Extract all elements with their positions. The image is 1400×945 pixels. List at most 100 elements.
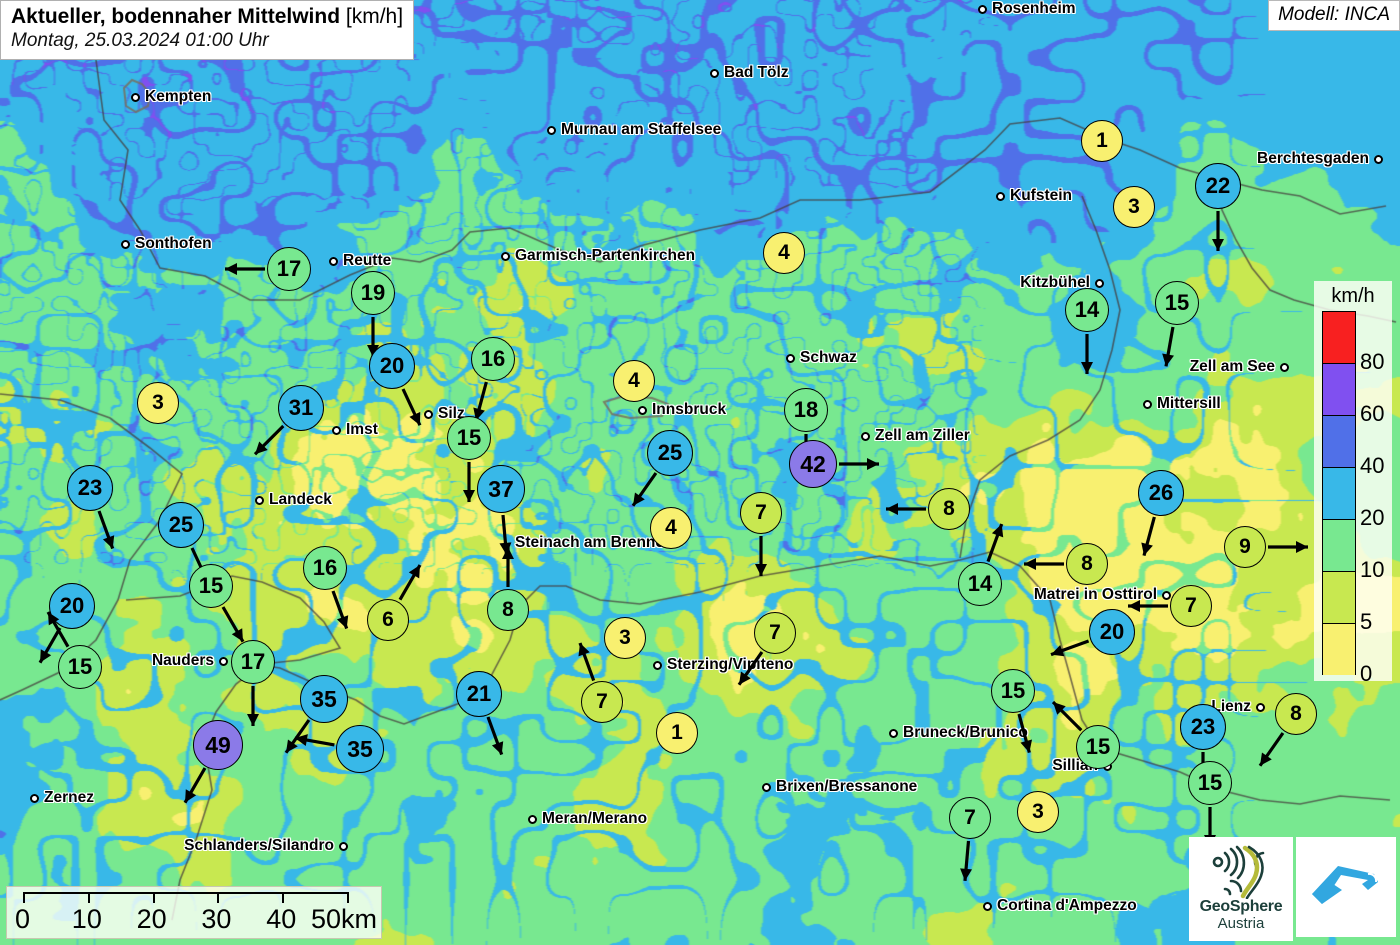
wind-speed-value[interactable]: 26 [1138,470,1184,516]
city-dot-icon [1143,399,1152,409]
wind-speed-value[interactable]: 4 [650,507,692,549]
wind-speed-value[interactable]: 35 [300,675,348,723]
scale-tick-2 [152,892,155,903]
wind-speed-value[interactable]: 7 [740,492,782,534]
wind-speed-value[interactable]: 7 [581,681,623,723]
legend-color-bands: 80 60 40 20 10 5 0 [1322,311,1384,685]
wind-speed-value[interactable]: 42 [789,440,837,488]
scale-tick-4 [282,892,285,903]
wind-speed-value[interactable]: 49 [193,720,243,770]
city-dot-icon [1162,590,1171,600]
wind-speed-value[interactable]: 16 [471,337,515,381]
city-label-steinach-am-brenner: Steinach am Brenner [515,534,670,552]
city-name: Kitzbühel [1020,274,1090,291]
wind-speed-value[interactable]: 7 [1170,585,1212,627]
wind-speed-value[interactable]: 20 [1089,609,1135,655]
city-name: Schlanders/Silandro [184,837,334,854]
wind-direction-arrow-icon [1050,639,1090,656]
city-label-sterzing-vipiteno: Sterzing/Vipiteno [653,656,793,674]
city-label-lienz: Lienz [1211,698,1265,716]
city-name: Murnau am Staffelsee [561,121,722,138]
wind-speed-value[interactable]: 1 [656,712,698,754]
wind-speed-value[interactable]: 23 [67,465,113,511]
wind-speed-value[interactable]: 6 [367,599,409,641]
city-name: Sterzing/Vipiteno [667,656,794,673]
city-dot-icon [762,782,771,792]
city-name: Berchtesgaden [1257,150,1369,167]
title-timestamp: Montag, 25.03.2024 01:00 Uhr [11,30,269,52]
wind-speed-value[interactable]: 15 [1076,725,1120,769]
model-label: Modell: INCA [1268,0,1400,31]
wind-speed-value[interactable]: 15 [58,645,102,689]
wind-speed-value[interactable]: 3 [1113,186,1155,228]
wind-speed-value[interactable]: 20 [49,583,95,629]
city-label-zernez: Zernez [30,789,94,807]
wind-speed-value[interactable]: 1 [1081,120,1123,162]
legend-band-40-60 [1322,415,1356,467]
city-name: Nauders [151,652,214,669]
wind-speed-value[interactable]: 8 [487,589,529,631]
city-label-imst: Imst [332,421,378,439]
wind-speed-value[interactable]: 21 [456,671,502,717]
scale-bar-line [23,892,347,894]
wind-speed-value[interactable]: 7 [949,797,991,839]
wind-speed-value[interactable]: 23 [1180,704,1226,750]
wind-speed-value[interactable]: 3 [137,382,179,424]
wind-direction-arrow-icon [502,547,514,587]
wind-speed-value[interactable]: 25 [647,430,693,476]
city-dot-icon [978,4,987,14]
title-unit-text: [km/h] [345,5,404,28]
wind-speed-value[interactable]: 31 [278,385,324,431]
city-label-zell-am-see: Zell am See [1190,358,1289,376]
map-title-box: Aktueller, bodennaher Mittelwind [km/h] … [0,0,415,60]
city-dot-icon [1256,702,1265,712]
wind-speed-value[interactable]: 22 [1195,163,1241,209]
wind-speed-value[interactable]: 19 [351,271,395,315]
wind-speed-value[interactable]: 15 [447,416,491,460]
wind-direction-arrow-icon [38,626,61,664]
wind-speed-value[interactable]: 14 [1065,288,1109,332]
city-dot-icon [131,92,140,102]
wind-speed-value[interactable]: 17 [231,640,275,684]
wind-speed-value[interactable]: 25 [158,502,204,548]
wind-speed-value[interactable]: 8 [1066,543,1108,585]
wind-speed-value[interactable]: 17 [267,247,311,291]
tirol-logo [1296,837,1396,937]
wind-speed-value[interactable]: 7 [754,612,796,654]
wind-speed-value[interactable]: 16 [303,546,347,590]
wind-speed-value[interactable]: 35 [336,725,384,773]
wind-speed-value[interactable]: 9 [1224,526,1266,568]
wind-speed-value[interactable]: 4 [763,232,805,274]
scale-tick-1 [87,892,90,903]
wind-direction-arrow-icon [499,514,512,555]
city-dot-icon [1095,278,1104,288]
wind-speed-value[interactable]: 15 [991,669,1035,713]
wind-speed-value[interactable]: 18 [784,388,828,432]
city-name: Innsbruck [652,401,727,418]
wind-speed-value[interactable]: 4 [613,360,655,402]
wind-speed-value[interactable]: 3 [604,617,646,659]
legend-tick-5: 5 [1360,609,1373,634]
city-dot-icon [996,191,1005,201]
city-label-landeck: Landeck [255,491,332,509]
wind-speed-value[interactable]: 15 [1188,761,1232,805]
city-dot-icon [255,495,264,505]
wind-speed-value[interactable]: 20 [369,343,415,389]
wind-speed-value[interactable]: 15 [1155,281,1199,325]
wind-direction-arrow-icon [46,610,70,648]
color-legend: km/h 80 60 40 20 10 5 0 [1314,281,1392,685]
city-name: Schwaz [800,349,857,366]
wind-direction-arrow-icon [886,503,926,515]
wind-speed-value[interactable]: 14 [958,562,1002,606]
wind-speed-value[interactable]: 37 [477,465,525,513]
wind-speed-value[interactable]: 3 [1017,791,1059,833]
city-dot-icon [424,409,433,419]
city-dot-icon [547,125,556,135]
geosphere-wordmark-line1: GeoSphere [1199,897,1283,915]
wind-speed-value[interactable]: 8 [1275,693,1317,735]
wind-direction-arrow-icon [959,840,972,881]
wind-speed-value[interactable]: 15 [189,564,233,608]
legend-band-10-20 [1322,519,1356,571]
wind-speed-value[interactable]: 8 [928,488,970,530]
